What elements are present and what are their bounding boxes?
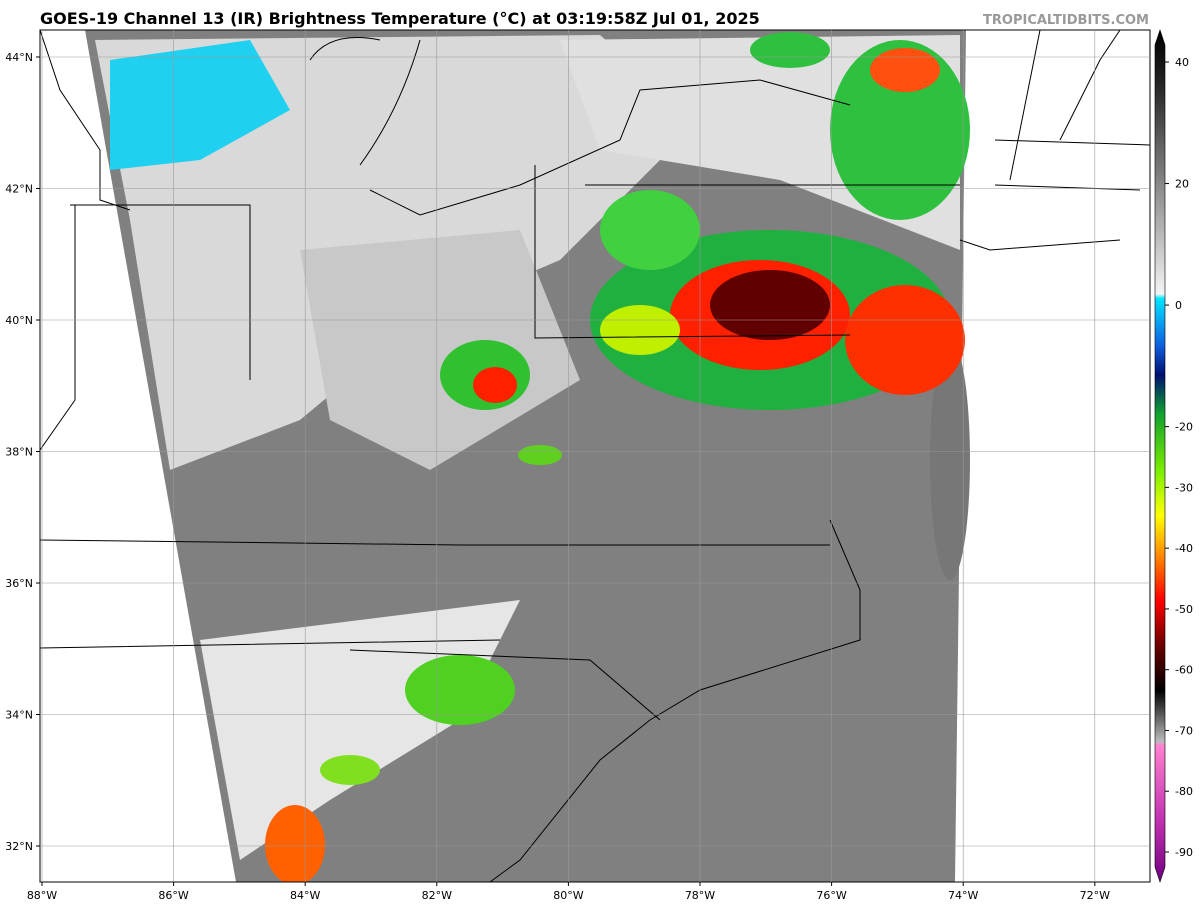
lon-label: 74°W xyxy=(948,889,978,902)
lon-label: 86°W xyxy=(158,889,188,902)
lon-label: 76°W xyxy=(816,889,846,902)
lon-label: 72°W xyxy=(1080,889,1110,902)
colorbar-label: -90 xyxy=(1175,846,1193,859)
credit: TROPICALTIDBITS.COM xyxy=(983,13,1149,28)
lon-label: 84°W xyxy=(290,889,320,902)
lon-label: 80°W xyxy=(553,889,583,902)
colorbar-label: 20 xyxy=(1175,178,1189,191)
lat-label: 38°N xyxy=(5,446,33,459)
boundaries xyxy=(40,30,1150,882)
lon-label: 82°W xyxy=(422,889,452,902)
map-frame xyxy=(39,29,1151,883)
colorbar-label: -20 xyxy=(1175,421,1193,434)
colorbar-label: 0 xyxy=(1175,299,1182,312)
lat-label: 44°N xyxy=(5,51,33,64)
title: GOES-19 Channel 13 (IR) Brightness Tempe… xyxy=(40,9,760,28)
colorbar xyxy=(1154,29,1166,883)
lat-label: 40°N xyxy=(5,314,33,327)
colorbar-label: -70 xyxy=(1175,724,1193,737)
colorbar-label: -30 xyxy=(1175,481,1193,494)
colorbar-label: 40 xyxy=(1175,56,1189,69)
lat-label: 32°N xyxy=(5,840,33,853)
lat-label: 34°N xyxy=(5,709,33,722)
lon-label: 78°W xyxy=(685,889,715,902)
colorbar-label: -40 xyxy=(1175,542,1193,555)
lon-label: 88°W xyxy=(27,889,57,902)
colorbar-label: -80 xyxy=(1175,785,1193,798)
colorbar-label: -50 xyxy=(1175,603,1193,616)
satellite-imagery xyxy=(40,30,1150,882)
lat-label: 36°N xyxy=(5,577,33,590)
lat-label: 42°N xyxy=(5,183,33,196)
colorbar-label: -60 xyxy=(1175,664,1193,677)
